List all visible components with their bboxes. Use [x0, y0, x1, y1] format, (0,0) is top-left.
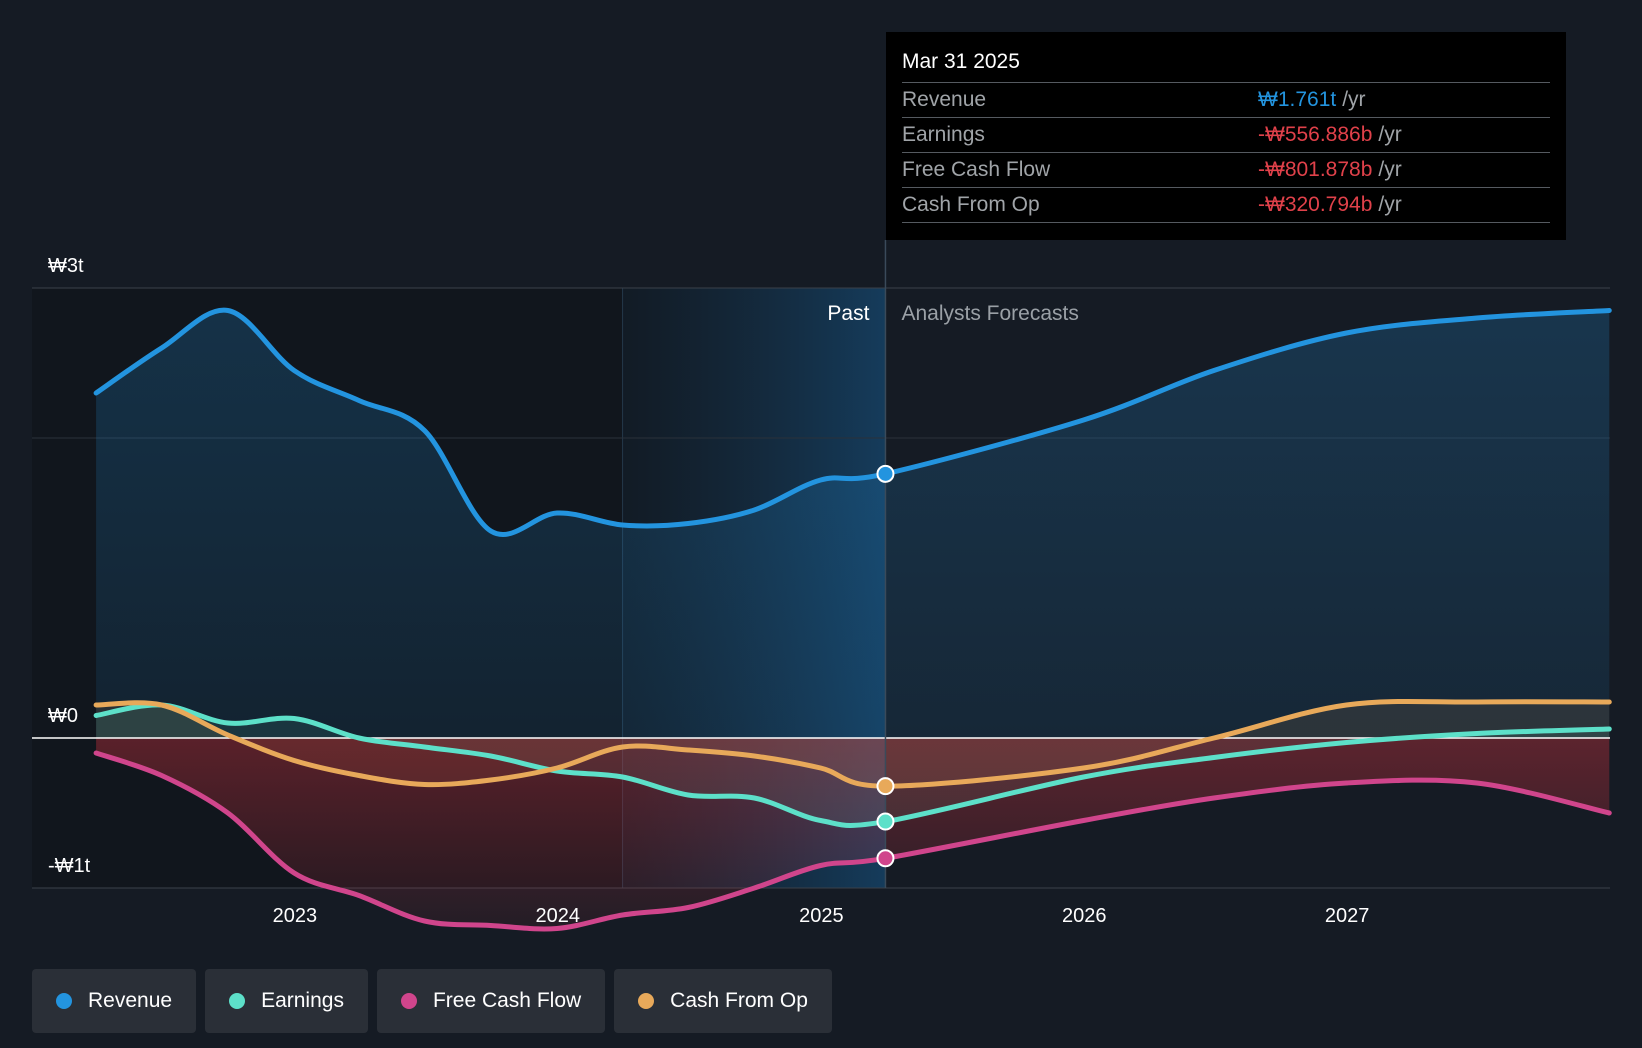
- tooltip-row-free-cash-flow: Free Cash Flow -₩801.878b/yr: [902, 152, 1550, 187]
- tooltip-row-earnings: Earnings -₩556.886b/yr: [902, 117, 1550, 152]
- legend-item-cash-from-op[interactable]: Cash From Op: [614, 969, 832, 1033]
- tooltip-label: Earnings: [902, 123, 985, 146]
- legend-label: Revenue: [88, 989, 173, 1012]
- legend-dot-icon: [638, 993, 655, 1009]
- legend-label: Free Cash Flow: [432, 989, 582, 1012]
- legend: Revenue Earnings Free Cash Flow Cash Fro…: [32, 969, 832, 1033]
- y-tick-label: -₩1t: [48, 855, 91, 877]
- x-tick-label: 2025: [799, 905, 844, 927]
- tooltip-value: -₩801.878b/yr: [1258, 158, 1402, 181]
- revenue-point: [876, 464, 895, 483]
- tooltip: Mar 31 2025 Revenue ₩1.761t/yr Earnings …: [886, 32, 1566, 240]
- tooltip-label: Revenue: [902, 88, 987, 111]
- free-cash-flow-line: [93, 750, 1612, 932]
- revenue-area: [96, 310, 1610, 738]
- x-tick-label: 2026: [1062, 905, 1107, 927]
- x-tick-label: 2027: [1325, 905, 1370, 927]
- cash-from-op-line: [93, 698, 1612, 789]
- x-tick-label: 2023: [273, 905, 318, 927]
- legend-dot-icon: [400, 993, 417, 1009]
- tooltip-value: ₩1.761t/yr: [1258, 88, 1366, 111]
- y-tick-label: ₩0: [48, 705, 78, 727]
- earnings-point: [876, 812, 895, 831]
- tooltip-rows: Revenue ₩1.761t/yr Earnings -₩556.886b/y…: [902, 82, 1550, 223]
- earnings-line: [93, 702, 1612, 828]
- tooltip-row-revenue: Revenue ₩1.761t/yr: [902, 82, 1550, 117]
- free-cash-flow-point: [876, 849, 895, 868]
- forecast-label: Analysts Forecasts: [901, 302, 1078, 325]
- cash-from-op-point: [876, 777, 895, 796]
- legend-label: Cash From Op: [670, 989, 808, 1012]
- legend-dot-icon: [229, 993, 246, 1009]
- tooltip-date: Mar 31 2025: [902, 50, 1020, 73]
- tooltip-value: -₩320.794b/yr: [1258, 193, 1402, 216]
- tooltip-row-cash-from-op: Cash From Op -₩320.794b/yr: [902, 187, 1550, 223]
- legend-item-earnings[interactable]: Earnings: [205, 969, 368, 1033]
- revenue-line: [93, 307, 1612, 537]
- free-cash-flow-area: [96, 738, 1610, 929]
- y-tick-label: ₩3t: [48, 255, 84, 277]
- past-label: Past: [827, 302, 869, 325]
- legend-dot-icon: [56, 993, 72, 1009]
- tooltip-label: Cash From Op: [902, 193, 1040, 216]
- tooltip-value: -₩556.886b/yr: [1258, 123, 1402, 146]
- legend-item-free-cash-flow[interactable]: Free Cash Flow: [376, 969, 606, 1033]
- tooltip-label: Free Cash Flow: [902, 158, 1051, 181]
- legend-label: Earnings: [261, 989, 344, 1012]
- legend-item-revenue[interactable]: Revenue: [32, 969, 197, 1033]
- x-tick-label: 2024: [536, 905, 581, 927]
